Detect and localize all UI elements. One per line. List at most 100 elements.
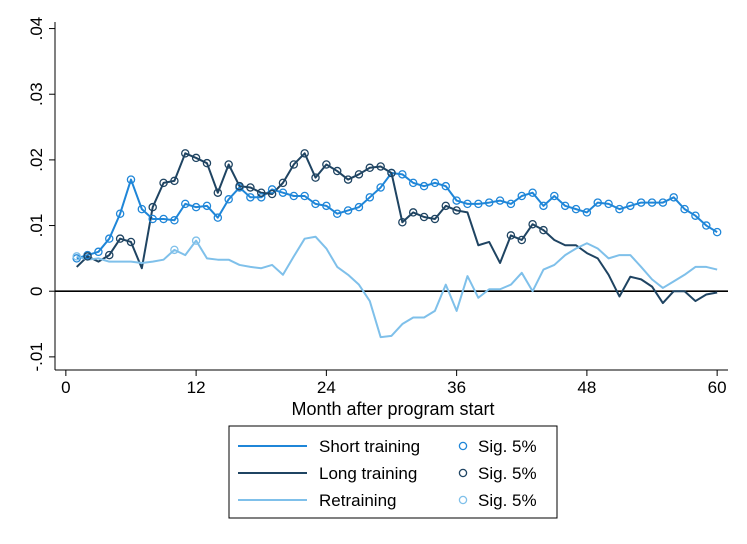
sig-marker-short-training: [658, 198, 668, 207]
sig-marker-long-training: [452, 206, 461, 215]
sig-marker-long-training: [213, 188, 223, 197]
sig-marker-long-training: [376, 162, 385, 171]
sig-marker-long-training: [191, 153, 201, 163]
sig-marker-short-training: [115, 209, 125, 218]
series-line-long-training: [76, 152, 718, 305]
sig-marker-long-training: [148, 202, 157, 212]
sig-marker-short-training: [571, 204, 581, 214]
sig-marker-short-training: [202, 201, 212, 211]
sig-marker-long-training: [430, 214, 440, 224]
sig-marker-short-training: [94, 247, 103, 257]
sig-marker-long-training: [224, 160, 233, 169]
sig-marker-long-training: [202, 158, 212, 168]
sig-marker-short-training: [137, 204, 147, 214]
x-axis-label: Month after program start: [291, 399, 494, 419]
sig-marker-long-training: [170, 176, 179, 186]
sig-marker-long-training: [159, 178, 168, 188]
sig-marker-long-training: [278, 178, 288, 188]
sig-marker-long-training: [83, 252, 92, 261]
sig-marker-long-training: [115, 234, 125, 243]
sig-marker-long-training: [517, 235, 527, 245]
sig-marker-short-training: [517, 191, 527, 201]
sig-marker-long-training: [539, 225, 548, 235]
sig-marker-long-training: [419, 212, 429, 222]
sig-marker-short-training: [311, 199, 320, 209]
y-tick-label: .03: [27, 82, 46, 106]
sig-marker-long-training: [181, 149, 190, 158]
sig-marker-short-training: [484, 198, 494, 207]
y-tick-label: -.01: [27, 342, 46, 371]
sig-marker-short-training: [560, 201, 570, 211]
sig-marker-long-training: [246, 183, 255, 192]
sig-marker-short-training: [474, 199, 483, 209]
sig-marker-short-training: [582, 208, 592, 217]
sig-marker-long-training: [332, 166, 342, 176]
x-tick-label: 48: [577, 378, 596, 397]
sig-marker-short-training: [191, 202, 201, 212]
sig-marker-short-training: [126, 175, 136, 184]
sig-marker-short-training: [430, 178, 440, 188]
sig-marker-long-training: [311, 173, 320, 182]
sig-marker-long-training: [398, 218, 407, 227]
sig-marker-long-training: [354, 170, 364, 179]
sig-marker-long-training: [506, 231, 516, 240]
sig-marker-long-training: [267, 189, 277, 199]
sig-marker-short-training: [495, 196, 505, 205]
legend-marker-label: Sig. 5%: [478, 464, 537, 483]
legend-label: Short training: [319, 437, 420, 456]
x-tick-label: 12: [187, 378, 206, 397]
sig-marker-short-training: [354, 202, 364, 212]
sig-marker-long-training: [235, 181, 244, 191]
sig-marker-short-training: [408, 178, 418, 188]
sig-marker-short-training: [712, 227, 722, 237]
legend-marker-swatch: [458, 441, 468, 451]
sig-marker-short-training: [148, 214, 157, 224]
legend-label: Retraining: [319, 491, 397, 510]
sig-marker-short-training: [256, 193, 266, 202]
sig-marker-short-training: [278, 188, 288, 197]
sig-marker-short-training: [376, 183, 385, 192]
sig-marker-short-training: [528, 188, 537, 197]
sig-marker-short-training: [213, 213, 223, 222]
y-tick-label: .04: [27, 17, 46, 41]
sig-marker-retraining: [170, 245, 179, 255]
sig-marker-long-training: [300, 149, 309, 158]
sig-marker-short-training: [419, 181, 429, 191]
x-tick-label: 60: [708, 378, 727, 397]
sig-marker-short-training: [332, 209, 342, 218]
series-line-retraining: [76, 235, 718, 339]
legend-marker-label: Sig. 5%: [478, 491, 537, 510]
sig-marker-short-training: [365, 193, 375, 202]
sig-marker-short-training: [593, 198, 602, 207]
sig-marker-short-training: [398, 170, 407, 179]
x-tick-label: 0: [61, 378, 70, 397]
sig-marker-short-training: [550, 191, 559, 201]
sig-marker-short-training: [691, 211, 700, 220]
sig-marker-short-training: [105, 234, 114, 243]
sig-marker-long-training: [126, 237, 136, 247]
series-line-short-training: [76, 172, 718, 260]
sig-marker-short-training: [224, 195, 233, 204]
sig-marker-short-training: [159, 214, 168, 224]
y-tick-label: .01: [27, 214, 46, 238]
sig-marker-long-training: [343, 175, 353, 184]
sig-marker-long-training: [256, 188, 266, 197]
x-tick-label: 24: [317, 378, 336, 397]
legend-label: Long training: [319, 464, 417, 483]
legend-marker-label: Sig. 5%: [478, 437, 537, 456]
sig-marker-short-training: [702, 221, 711, 230]
legend: Short training Sig. 5% Long training Sig. 5…: [228, 425, 558, 519]
sig-marker-long-training: [387, 168, 396, 178]
sig-marker-short-training: [636, 198, 646, 207]
sig-marker-short-training: [463, 199, 472, 209]
sig-marker-short-training: [246, 193, 255, 202]
sig-marker-short-training: [181, 199, 190, 209]
sig-marker-short-training: [300, 191, 309, 201]
y-tick-label: 0: [27, 286, 46, 295]
sig-marker-short-training: [680, 204, 689, 214]
sig-marker-long-training: [289, 160, 299, 169]
sig-marker-short-training: [539, 201, 548, 211]
sig-marker-short-training: [604, 199, 613, 209]
sig-marker-short-training: [441, 181, 451, 191]
